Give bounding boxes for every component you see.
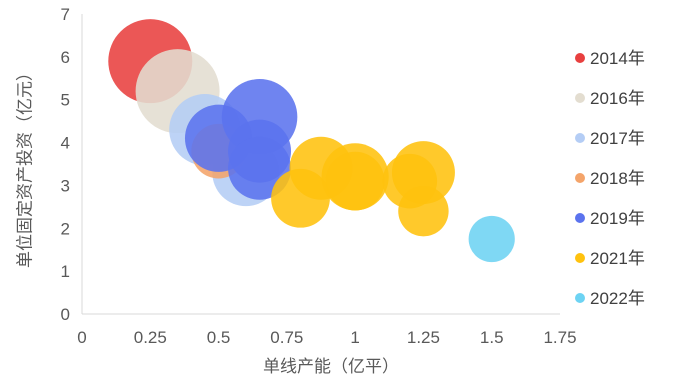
y-tick-label: 6 (61, 48, 70, 67)
legend-label: 2022年 (590, 289, 645, 308)
legend-marker (575, 93, 585, 103)
bubble-2021年 (398, 185, 449, 237)
x-tick-label: 0.5 (207, 328, 231, 347)
y-tick-label: 2 (61, 219, 70, 238)
bubble-2021年 (325, 151, 385, 211)
legend-marker (575, 213, 585, 223)
x-tick-label: 0.25 (134, 328, 167, 347)
legend-marker (575, 173, 585, 183)
legend-marker (575, 53, 585, 63)
x-tick-label: 0 (77, 328, 86, 347)
legend-marker (575, 253, 585, 263)
y-tick-label: 0 (61, 305, 70, 324)
y-axis-title: 单位固定资产投资（亿元） (15, 64, 34, 268)
legend-label: 2021年 (590, 249, 645, 268)
axes (81, 14, 560, 315)
x-tick-label: 1 (350, 328, 359, 347)
y-tick-label: 1 (61, 262, 70, 281)
x-tick-label: 0.75 (270, 328, 303, 347)
y-tick-label: 3 (61, 176, 70, 195)
x-tick-label: 1.25 (407, 328, 440, 347)
tick-labels: 0 0.25 0.5 0.75 1 1.25 1.5 1.75 0 1 2 3 4 5 6 7 (61, 5, 577, 347)
x-tick-label: 1.75 (543, 328, 576, 347)
legend: 2014年 2016年 2017年 2018年 2019年 2021年 2022年 (575, 49, 645, 308)
plot-area (108, 19, 515, 263)
legend-label: 2018年 (590, 169, 645, 188)
legend-label: 2014年 (590, 49, 645, 68)
y-tick-label: 7 (61, 5, 70, 24)
legend-label: 2016年 (590, 89, 645, 108)
y-tick-label: 5 (61, 91, 70, 110)
bubble-2021年 (271, 168, 330, 228)
legend-marker (575, 293, 585, 303)
legend-label: 2019年 (590, 209, 645, 228)
legend-marker (575, 133, 585, 143)
x-axis-title: 单线产能（亿平） (263, 357, 399, 376)
y-tick-label: 4 (61, 134, 70, 153)
x-tick-label: 1.5 (480, 328, 504, 347)
legend-label: 2017年 (590, 129, 645, 148)
bubble-2022年 (468, 215, 515, 263)
